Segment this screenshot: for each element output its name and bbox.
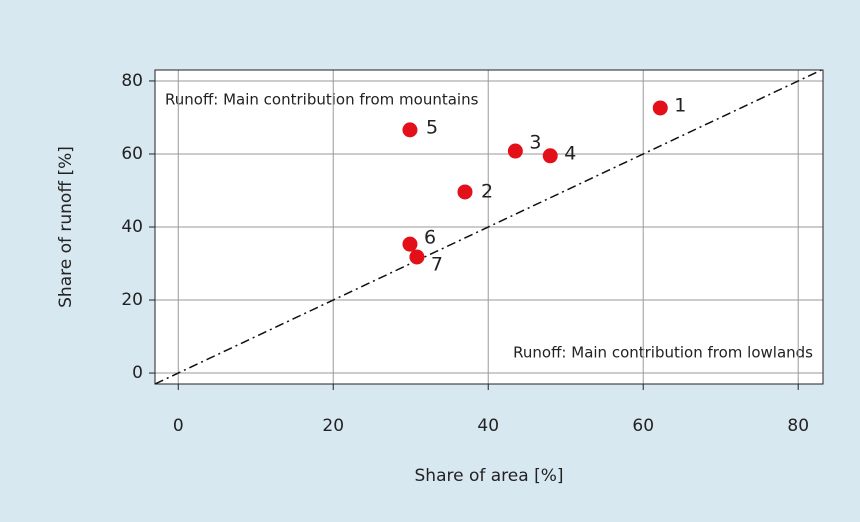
point-label: 4 <box>564 142 576 164</box>
point <box>402 236 418 252</box>
x-tick-label: 40 <box>477 416 499 436</box>
x-tick-label: 20 <box>322 416 344 436</box>
x-axis-title: Share of area [%] <box>415 466 564 486</box>
x-tick-label: 80 <box>787 416 809 436</box>
y-tick-label: 60 <box>121 144 143 164</box>
y-tick-label: 80 <box>121 71 143 91</box>
point <box>542 148 558 164</box>
x-tick-label: 0 <box>173 416 184 436</box>
point <box>652 100 668 116</box>
point <box>507 143 523 159</box>
plot-frame <box>154 69 824 385</box>
point-label: 6 <box>424 227 436 249</box>
point <box>409 249 425 265</box>
y-axis-title: Share of runoff [%] <box>56 146 76 308</box>
point-label: 7 <box>431 253 443 275</box>
y-tick-label: 40 <box>121 217 143 237</box>
point-label: 1 <box>674 94 686 116</box>
point <box>457 184 473 200</box>
point-label: 5 <box>426 116 438 138</box>
y-tick-label: 20 <box>121 290 143 310</box>
point-label: 3 <box>529 132 541 154</box>
identity-line <box>154 69 822 385</box>
point-label: 2 <box>481 180 493 202</box>
y-tick-label: 0 <box>132 363 143 383</box>
x-tick-label: 60 <box>632 416 654 436</box>
point <box>402 122 418 138</box>
annotation: Runoff: Main contribution from mountains <box>165 91 479 109</box>
annotation: Runoff: Main contribution from lowlands <box>513 344 813 362</box>
